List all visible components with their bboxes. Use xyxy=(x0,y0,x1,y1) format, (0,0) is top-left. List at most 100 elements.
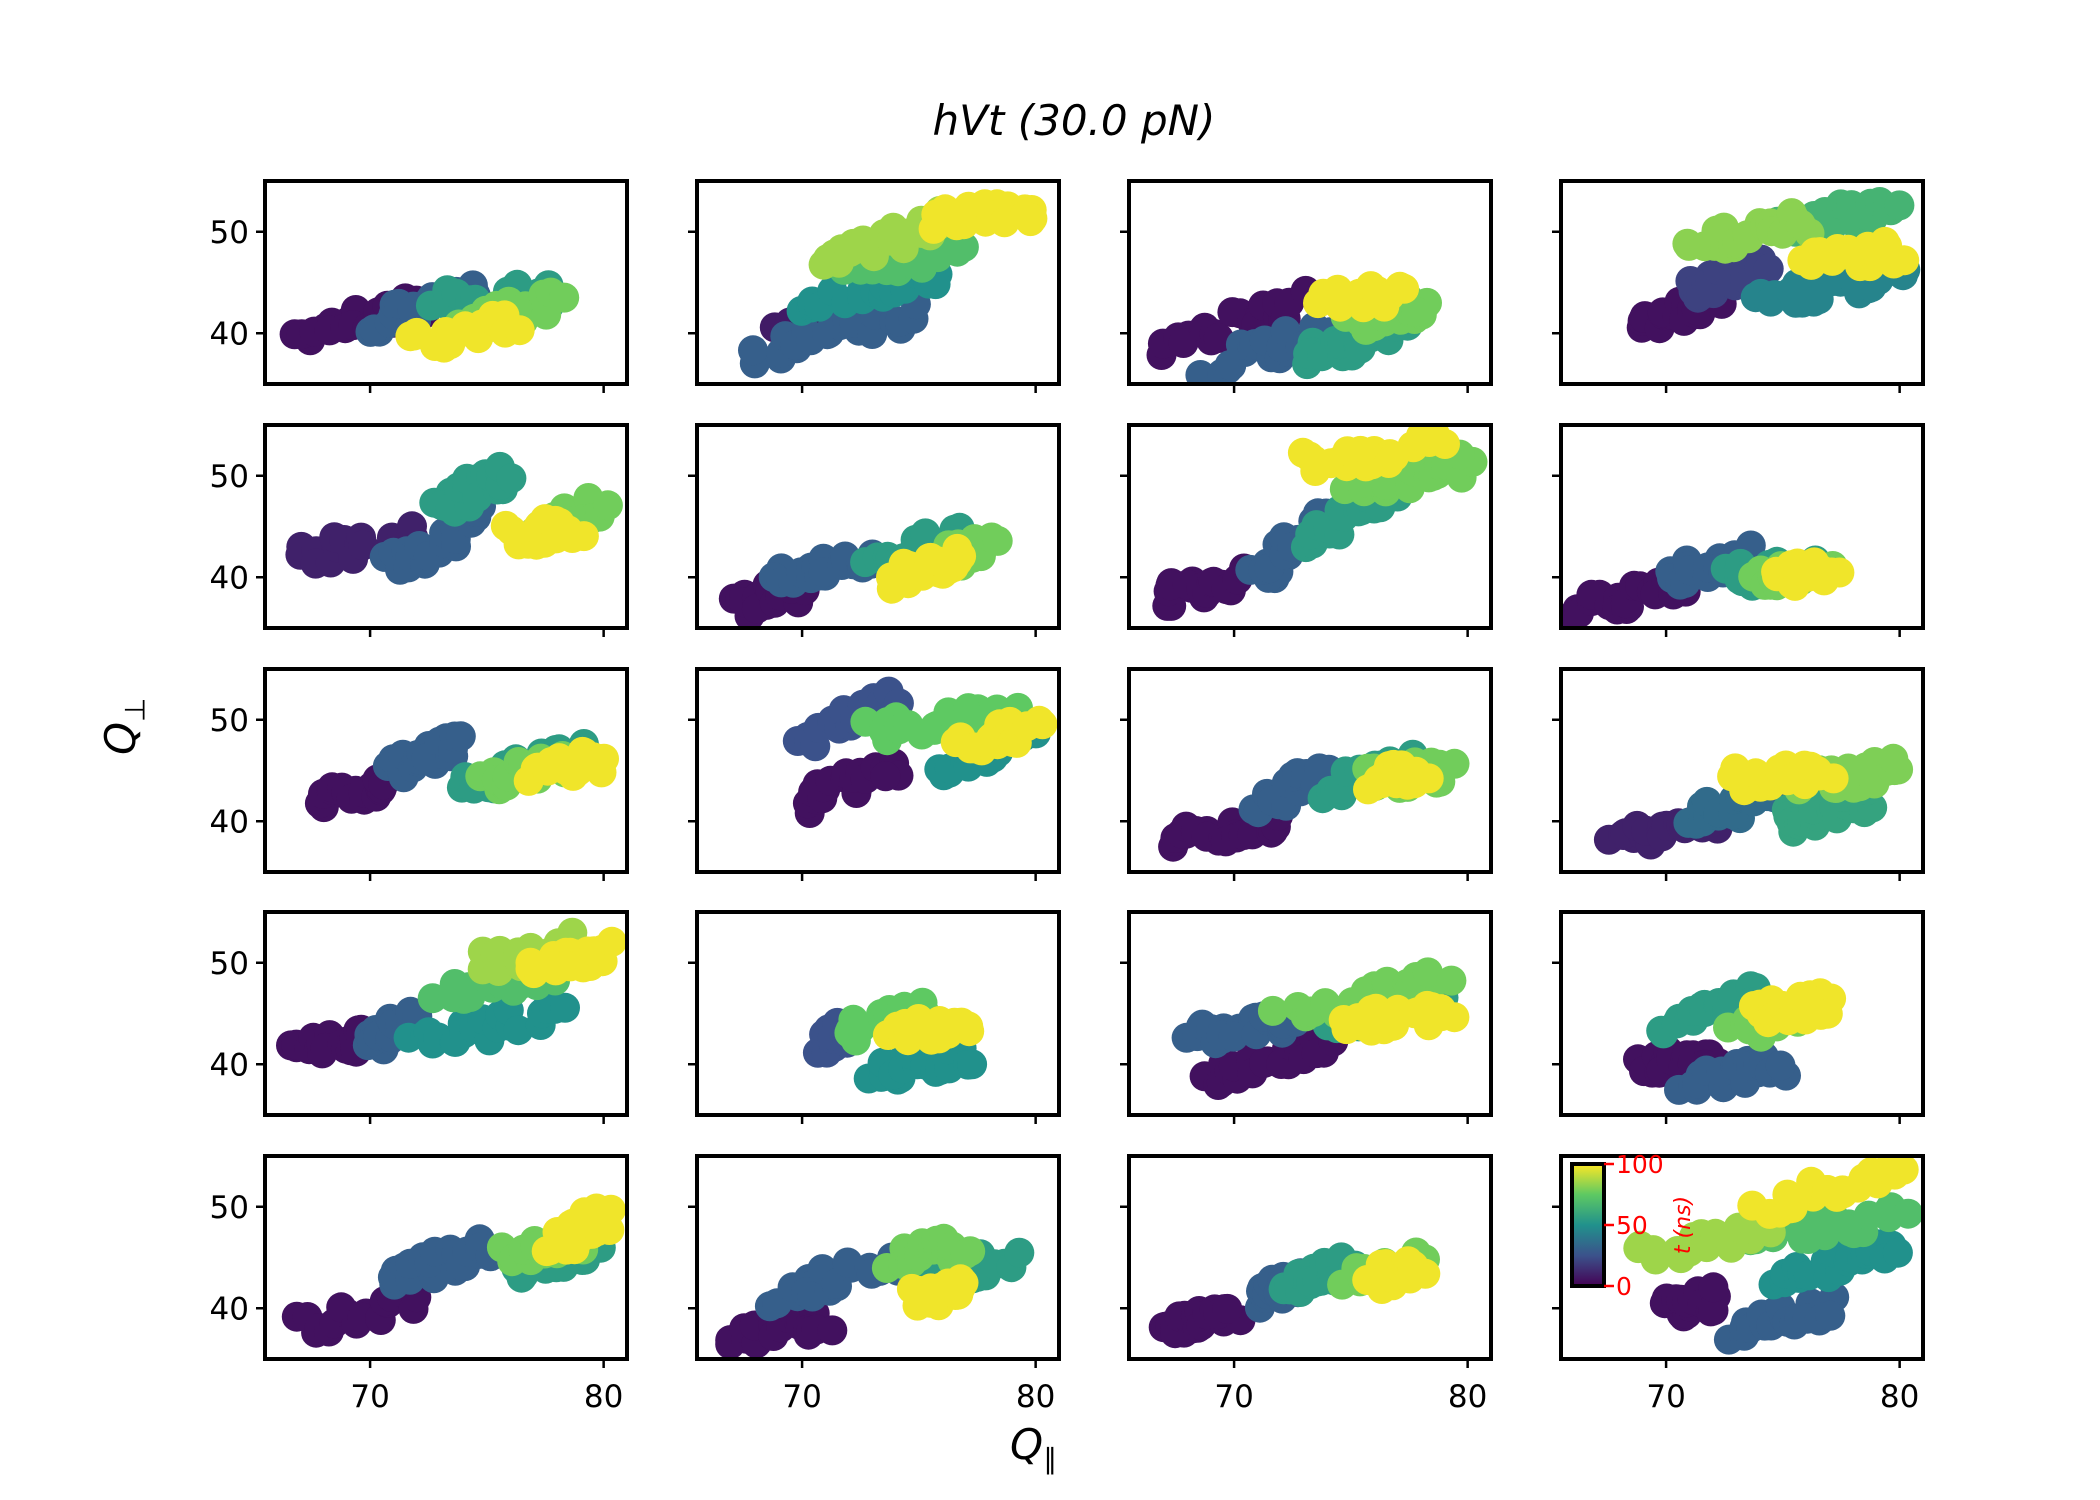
scatter-point xyxy=(1815,1300,1846,1331)
scatter-point xyxy=(1410,1258,1441,1289)
y-tick-label: 40 xyxy=(210,316,249,352)
scatter-point xyxy=(1436,965,1467,996)
scatter-point xyxy=(1027,709,1058,740)
subplot-frame xyxy=(695,1154,1061,1361)
subplot-15 xyxy=(1120,910,1493,1124)
scatter-point xyxy=(1785,209,1816,240)
scatter-points xyxy=(1623,971,1847,1105)
scatter-point xyxy=(549,282,580,313)
scatter-point xyxy=(1439,1002,1470,1033)
subplot-frame xyxy=(1559,910,1925,1117)
subplot-frame xyxy=(695,667,1061,874)
subplot-frame xyxy=(1559,667,1925,874)
subplot-frame xyxy=(1127,1154,1493,1361)
scatter-point xyxy=(1004,1237,1035,1268)
subplot-frame xyxy=(263,423,629,630)
subplot-5: 40 50 xyxy=(210,423,629,637)
subplot-frame xyxy=(1559,1154,1925,1361)
y-tick-label: 50 xyxy=(210,703,249,739)
scatter-point xyxy=(1218,1021,1249,1052)
y-tick-label: 40 xyxy=(210,1047,249,1083)
y-tick-label: 40 xyxy=(210,1291,249,1327)
scatter-points xyxy=(1593,743,1914,860)
scatter-point xyxy=(568,521,599,552)
scatter-point xyxy=(950,1239,981,1270)
scatter-points xyxy=(782,676,1058,828)
colorbar-tick-label: 0 xyxy=(1616,1272,1632,1301)
scatter-point xyxy=(1698,1272,1729,1303)
y-tick-label: 50 xyxy=(210,215,249,251)
scatter-point xyxy=(1017,203,1048,234)
scatter-point xyxy=(1400,756,1431,787)
scatter-point xyxy=(1818,763,1849,794)
x-tick-label: 70 xyxy=(782,1379,821,1415)
scatter-point xyxy=(1401,296,1432,327)
subplot-frame xyxy=(263,1154,629,1361)
scatter-point xyxy=(1698,1295,1729,1326)
subplot-1: 40 50 xyxy=(210,179,629,393)
subplot-frame xyxy=(263,667,629,874)
scatter-point xyxy=(1257,995,1288,1026)
scatter-point xyxy=(817,1315,848,1346)
x-tick-label: 70 xyxy=(350,1379,389,1415)
scatter-point xyxy=(1812,998,1843,1029)
scatter-points xyxy=(1158,739,1470,862)
subplot-frame xyxy=(1127,423,1493,630)
scatter-point xyxy=(942,533,973,564)
scatter-point xyxy=(504,315,535,346)
scatter-point xyxy=(1884,190,1915,221)
scatter-points xyxy=(276,917,627,1069)
scatter-points xyxy=(718,512,1013,628)
x-axis-label-text: Q xyxy=(1010,1420,1044,1469)
scatter-points xyxy=(1146,271,1442,384)
colorbar-tick-label: 100 xyxy=(1616,1150,1664,1179)
scatter-points xyxy=(285,451,623,585)
scatter-points xyxy=(1171,957,1470,1100)
subplot-7 xyxy=(1120,423,1493,637)
subplot-11 xyxy=(1120,667,1493,881)
subplot-2 xyxy=(688,179,1061,393)
scatter-point xyxy=(596,926,627,957)
scatter-point xyxy=(1889,245,1920,276)
subplot-3 xyxy=(1120,179,1493,393)
y-tick-label: 40 xyxy=(210,560,249,596)
colorbar: 0 50 100 t (ns) xyxy=(1570,1150,1696,1301)
scatter-point xyxy=(1882,1237,1913,1268)
scatter-points xyxy=(281,1193,626,1348)
y-tick-label: 50 xyxy=(210,946,249,982)
scatter-point xyxy=(1869,226,1900,257)
scatter-point xyxy=(595,1194,626,1225)
scatter-point xyxy=(1753,253,1784,284)
subplot-4 xyxy=(1552,179,1925,393)
scatter-point xyxy=(586,757,617,788)
scatter-point xyxy=(1389,273,1420,304)
scatter-points xyxy=(738,189,1048,379)
subplot-frame xyxy=(1127,667,1493,874)
scatter-points xyxy=(279,269,580,363)
subplot-frame xyxy=(263,910,629,1117)
x-axis-label-subscript: ∥ xyxy=(1043,1442,1058,1476)
scatter-point xyxy=(1430,429,1460,459)
scatter-point xyxy=(1824,557,1855,588)
subplot-frame xyxy=(695,910,1061,1117)
scatter-point xyxy=(953,1011,984,1042)
scatter-points xyxy=(1152,425,1488,621)
subplot-6 xyxy=(688,423,1061,637)
scatter-point xyxy=(1878,743,1909,774)
subplot-16 xyxy=(1552,910,1925,1124)
subplot-10 xyxy=(688,667,1061,881)
x-tick-label: 80 xyxy=(1880,1379,1919,1415)
figure-title: hVt (30.0 pN) xyxy=(932,96,1216,145)
subplot-19: 70 80 xyxy=(1120,1154,1493,1415)
scatter-point xyxy=(1412,957,1443,988)
x-tick-label: 80 xyxy=(1016,1379,1055,1415)
scatter-point xyxy=(503,1015,534,1046)
colorbar-label: t (ns) xyxy=(1671,1196,1696,1254)
scatter-points xyxy=(715,1223,1035,1359)
subplot-8 xyxy=(1552,423,1925,637)
scatter-point xyxy=(957,1049,988,1080)
colorbar-bar xyxy=(1570,1162,1606,1288)
y-tick-label: 50 xyxy=(210,1190,249,1226)
subplot-20: 70 80 xyxy=(1552,1154,1925,1415)
